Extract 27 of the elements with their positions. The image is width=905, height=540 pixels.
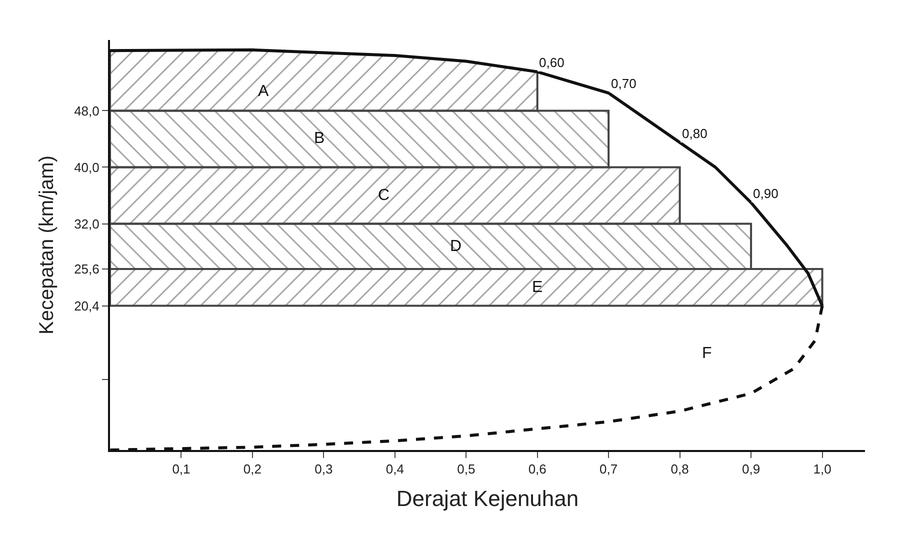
y-axis-title: Kecepatan (km/jam) (36, 156, 58, 334)
x-tick-label: 0,8 (670, 462, 689, 477)
x-tick-label: 0,1 (172, 462, 190, 477)
series-label: B (314, 130, 325, 147)
x-tick-label: 0,9 (742, 462, 760, 477)
annotation: F (702, 345, 712, 362)
x-tick-label: 0,3 (314, 462, 333, 477)
y-tick-label: 40,0 (74, 160, 100, 175)
series-label: C (378, 187, 390, 204)
annotation: 0,70 (611, 76, 636, 91)
y-tick-label: 25,6 (74, 262, 100, 277)
x-tick-label: 0,4 (386, 462, 404, 477)
annotation: 0,80 (682, 126, 708, 141)
annotation: 0,60 (539, 55, 564, 70)
series-label: A (258, 83, 269, 100)
series-label: D (450, 238, 462, 255)
x-tick-label: 1,0 (813, 462, 832, 477)
x-tick-label: 0,5 (457, 462, 476, 477)
x-tick-label: 0,2 (243, 462, 262, 477)
x-tick-label: 0,6 (528, 462, 546, 477)
series-label: E (532, 279, 543, 296)
x-axis-title: Derajat Kejenuhan (396, 486, 579, 511)
x-tick-label: 0,7 (600, 462, 618, 477)
y-tick-label: 20,4 (74, 298, 100, 314)
y-tick-label: 48,0 (74, 103, 100, 118)
annotation: 0,90 (753, 186, 778, 201)
y-tick-label: 32,0 (74, 216, 100, 232)
